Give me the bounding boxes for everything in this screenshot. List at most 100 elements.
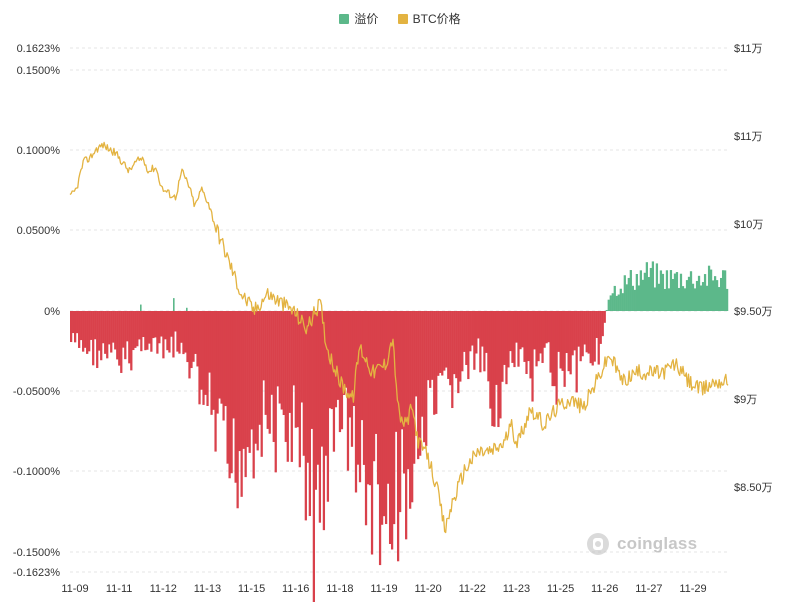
premium-bar	[382, 311, 386, 517]
premium-bar	[663, 288, 667, 311]
premium-bar	[545, 311, 548, 344]
premium-bar	[374, 311, 378, 434]
premium-bar	[112, 311, 115, 343]
premium-bar	[535, 311, 538, 367]
premium-bar	[380, 311, 384, 525]
premium-bar	[409, 311, 412, 509]
premium-bar	[206, 311, 209, 406]
premium-bar	[74, 311, 77, 343]
premium-bar	[651, 261, 655, 311]
premium-bar	[421, 311, 424, 417]
premium-bar	[234, 311, 237, 483]
premium-bar	[82, 311, 85, 352]
premium-bar	[601, 311, 604, 337]
premium-bar	[637, 285, 640, 311]
premium-bar	[399, 311, 402, 513]
premium-bar	[118, 311, 121, 366]
premium-bar	[411, 311, 414, 503]
left-axis-tick-label: -0.1500%	[13, 547, 60, 559]
premium-bar	[126, 311, 129, 342]
premium-bar	[168, 311, 171, 353]
premium-bar	[140, 304, 142, 311]
premium-bar	[376, 311, 380, 485]
premium-bar	[571, 311, 574, 356]
premium-bar	[493, 311, 496, 427]
right-axis-tick-label: $10万	[734, 219, 763, 231]
premium-bar	[272, 311, 275, 442]
x-axis-tick-label: 11-20	[414, 583, 441, 595]
premium-bar	[124, 311, 127, 360]
premium-bar	[194, 311, 197, 354]
premium-bar	[665, 270, 669, 311]
legend-item-btc[interactable]: BTC价格	[397, 10, 461, 27]
premium-bar	[477, 311, 480, 339]
grid-lines	[70, 47, 728, 573]
premium-bar	[555, 311, 558, 405]
premium-bar	[537, 311, 540, 362]
premium-bar	[719, 277, 723, 311]
premium-bar	[178, 311, 181, 354]
premium-bar	[356, 311, 360, 465]
premium-bar	[344, 311, 348, 388]
premium-bar	[621, 293, 624, 311]
premium-bar	[384, 311, 388, 525]
premium-bar	[260, 311, 263, 457]
premium-bar	[455, 311, 458, 379]
premium-bar	[160, 311, 163, 337]
premium-bar	[358, 311, 362, 483]
premium-bar	[723, 270, 727, 311]
premium-bar	[407, 311, 410, 470]
premium-bar	[378, 311, 382, 566]
premium-bar	[509, 311, 512, 352]
premium-bar	[413, 311, 416, 464]
watermark-text: coinglass	[617, 534, 698, 553]
premium-bar	[100, 311, 103, 361]
premium-bar	[232, 311, 235, 419]
premium-bar	[310, 311, 313, 429]
premium-bar	[599, 311, 602, 344]
premium-bar	[431, 311, 434, 380]
btc-price-line	[69, 141, 729, 534]
premium-bar	[659, 270, 663, 311]
premium-bar	[228, 311, 231, 479]
premium-bar	[603, 311, 606, 323]
premium-bar	[553, 311, 556, 387]
premium-bar	[629, 270, 632, 311]
premium-bar	[280, 311, 283, 410]
premium-bar	[270, 311, 273, 395]
premium-bar	[513, 311, 516, 368]
premium-bar	[316, 311, 320, 465]
premium-bar	[300, 311, 303, 403]
premium-bar	[695, 280, 699, 311]
premium-bar	[334, 311, 338, 408]
premium-bar	[86, 311, 89, 354]
premium-bar	[226, 311, 229, 464]
premium-bar	[392, 311, 396, 525]
premium-bar	[292, 311, 295, 386]
premium-bar	[106, 311, 109, 359]
premium-bar	[78, 311, 81, 348]
premium-bar	[627, 277, 630, 311]
premium-bar	[314, 311, 317, 490]
premium-bar	[697, 275, 701, 311]
premium-bar	[449, 311, 452, 386]
premium-bar	[691, 283, 695, 311]
premium-bar	[218, 311, 221, 399]
legend-item-premium[interactable]: 溢价	[339, 10, 378, 27]
premium-bar	[208, 311, 211, 373]
premium-bar	[615, 295, 618, 311]
premium-bar	[130, 311, 133, 371]
premium-bar	[457, 311, 460, 394]
premium-bar	[224, 311, 227, 407]
premium-bar	[673, 273, 677, 311]
premium-bar	[134, 311, 137, 348]
premium-bar	[419, 311, 422, 456]
left-axis-tick-label: -0.1000%	[13, 466, 60, 478]
premium-bar	[162, 311, 165, 359]
premium-bar	[128, 311, 131, 364]
premium-bar	[96, 311, 99, 369]
left-axis-tick-label: 0%	[44, 306, 60, 318]
premium-bar	[388, 311, 392, 544]
premium-bar	[489, 311, 492, 409]
legend-label-premium: 溢价	[354, 12, 379, 26]
